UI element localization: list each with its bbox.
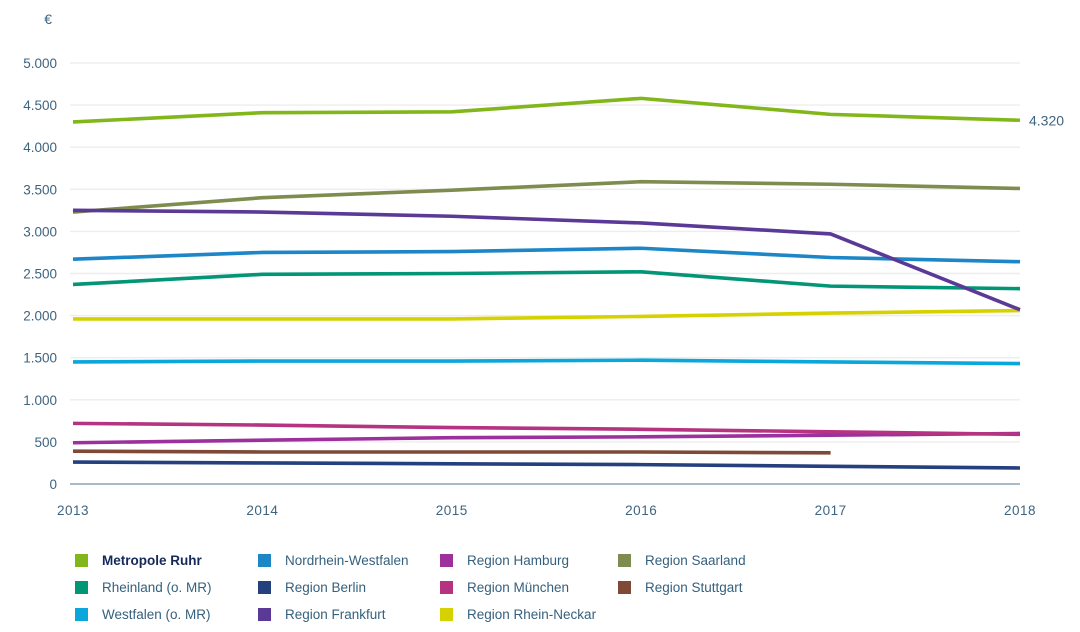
y-tick-label: 4.000 [23,140,57,155]
legend-item-region-m-nchen: Region München [440,578,569,596]
legend-swatch [440,580,453,594]
legend-swatch [618,580,631,594]
chart-line-region-stuttgart [72,449,831,455]
chart-line-rheinland-o-mr- [72,270,1021,291]
legend-swatch [75,607,88,621]
chart-line-region-hamburg [72,431,1021,445]
legend-label: Rheinland (o. MR) [102,579,212,595]
legend-swatch [258,553,271,567]
legend-label: Region München [467,579,570,595]
legend-item-region-saarland: Region Saarland [618,551,746,569]
legend-item-metropole-ruhr: Metropole Ruhr [75,551,202,569]
chart-line-region-rhein-neckar [73,308,1021,321]
chart-line-region-frankfurt [72,208,1021,312]
legend-item-nordrhein-westfalen: Nordrhein-Westfalen [258,551,409,569]
legend-swatch [618,553,631,567]
x-tick-label: 2017 [815,503,847,518]
x-tick-label: 2013 [57,503,89,518]
chart-line-region-saarland [72,179,1021,214]
legend-item-westfalen-o-mr-: Westfalen (o. MR) [75,605,211,623]
y-axis-unit-label: € [44,11,52,27]
legend-item-region-rhein-neckar: Region Rhein-Neckar [440,605,596,623]
chart-line-westfalen-o-mr- [72,358,1021,366]
legend-label: Region Stuttgart [645,579,743,595]
y-tick-label: 4.500 [23,98,57,113]
chart-line-metropole-ruhr [72,96,1021,124]
legend-label: Region Hamburg [467,552,570,568]
chart-line-region-m-nchen [72,421,1021,437]
y-tick-label: 500 [34,435,57,450]
y-tick-label: 5.000 [23,56,57,71]
y-tick-label: 0 [49,477,57,492]
legend-item-region-berlin: Region Berlin [258,578,366,596]
y-tick-label: 3.500 [23,182,57,197]
y-tick-label: 3.000 [23,224,57,239]
legend-item-region-frankfurt: Region Frankfurt [258,605,386,623]
legend-swatch [258,607,271,621]
x-tick-label: 2014 [246,503,278,518]
legend-swatch [75,580,88,594]
legend-swatch [440,607,453,621]
legend-label: Westfalen (o. MR) [102,606,211,622]
y-tick-label: 2.000 [23,309,57,324]
y-tick-label: 2.500 [23,267,57,282]
x-tick-label: 2018 [1004,503,1036,518]
legend-label: Nordrhein-Westfalen [285,552,409,568]
line-chart: 0 500 1.000 1.500 2.000 2.500 3.000 3.500 4.000 4… [23,11,1064,518]
legend-label: Metropole Ruhr [102,552,202,568]
x-tick-label: 2015 [436,503,468,518]
legend-label: Region Frankfurt [285,606,386,622]
legend-label: Region Berlin [285,579,367,595]
end-value-label: 4.320 [1029,112,1064,128]
chart-line-region-berlin [72,460,1021,470]
y-tick-label: 1.000 [23,393,57,408]
legend-item-region-stuttgart: Region Stuttgart [618,578,743,596]
legend-label: Region Saarland [645,552,746,568]
y-tick-label: 1.500 [23,351,57,366]
chart-line-nordrhein-westfalen [72,246,1021,264]
legend-swatch [75,553,88,567]
legend-item-region-hamburg: Region Hamburg [440,551,569,569]
legend-item-rheinland-o-mr-: Rheinland (o. MR) [75,578,212,596]
x-tick-label: 2016 [625,503,657,518]
legend-swatch [440,553,453,567]
legend-swatch [258,580,271,594]
legend-label: Region Rhein-Neckar [467,606,597,622]
